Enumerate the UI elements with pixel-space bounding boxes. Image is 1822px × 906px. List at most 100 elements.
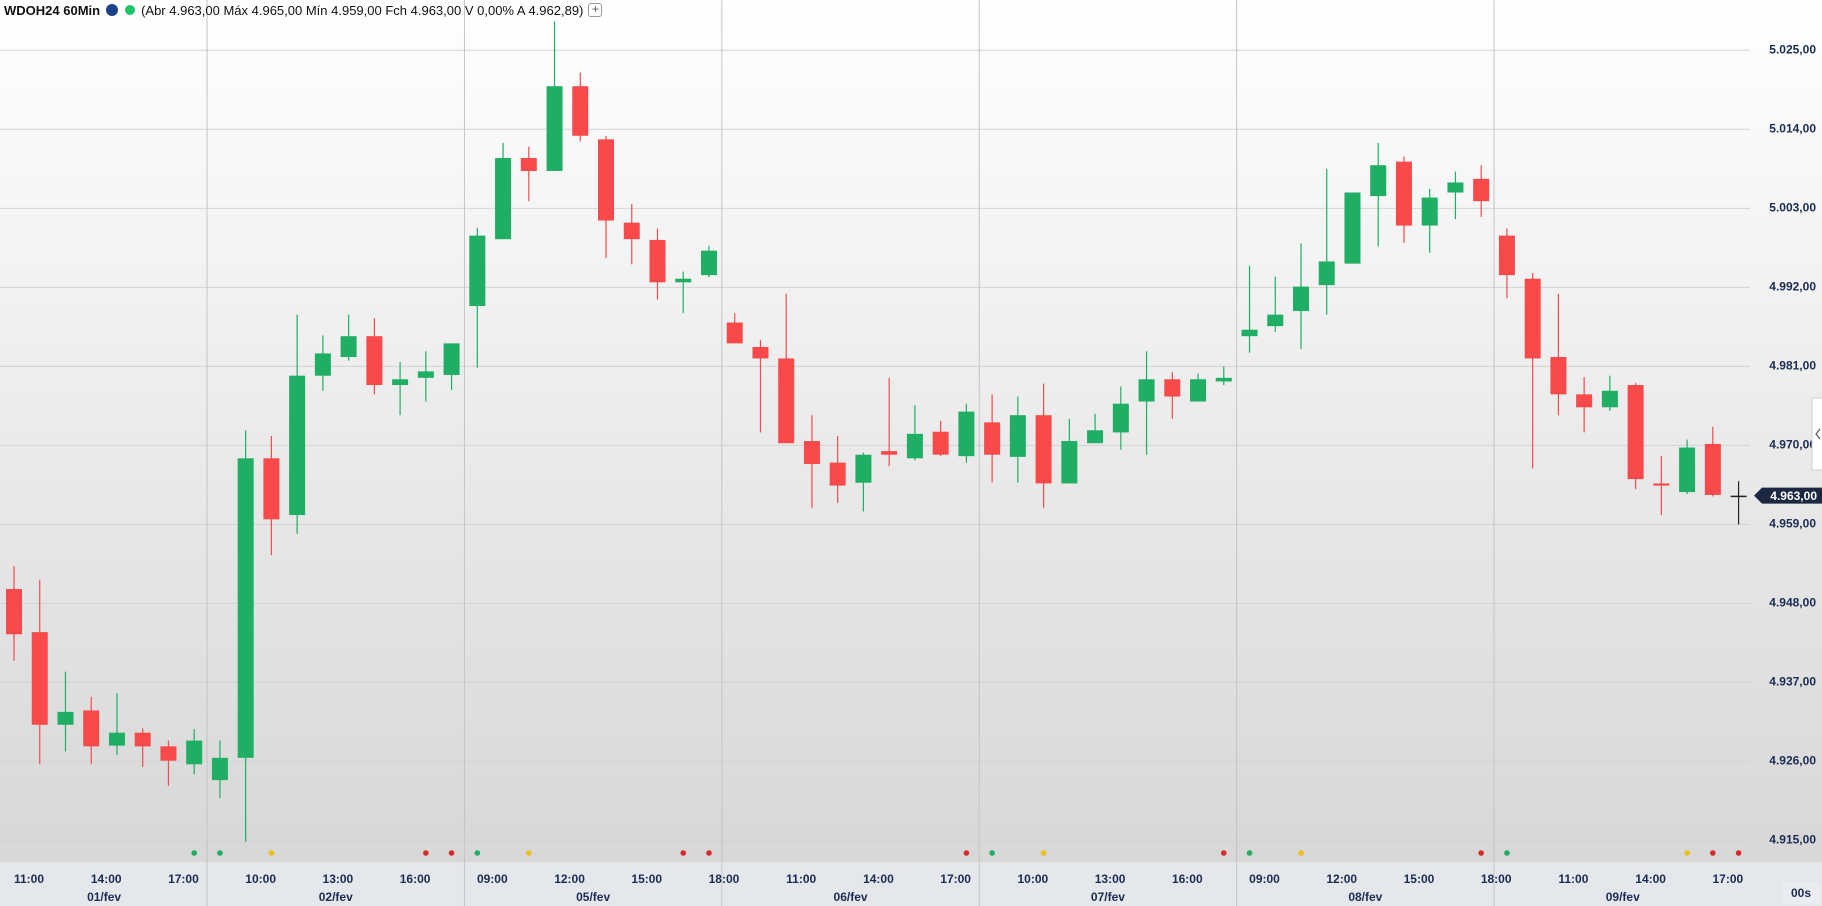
x-tick-label: 17:00 bbox=[940, 872, 971, 886]
y-tick-label: 5.014,00 bbox=[1769, 121, 1816, 135]
x-tick-label: 14:00 bbox=[1635, 872, 1666, 886]
candle-body bbox=[237, 458, 254, 758]
candle-body bbox=[1293, 286, 1309, 312]
y-tick-label: 4.915,00 bbox=[1769, 833, 1816, 847]
candle-body bbox=[1164, 379, 1181, 397]
candle-body bbox=[57, 711, 74, 725]
signal-dot bbox=[1684, 850, 1690, 856]
signal-dot bbox=[474, 850, 481, 856]
x-tick-label: 16:00 bbox=[400, 872, 431, 886]
candle-body bbox=[984, 422, 1001, 455]
candle-body bbox=[83, 710, 100, 747]
x-axis-band bbox=[0, 862, 1822, 906]
signal-dot bbox=[191, 850, 197, 856]
signal-dot bbox=[1298, 850, 1304, 856]
y-tick-label: 5.025,00 bbox=[1769, 42, 1816, 56]
x-tick-label: 17:00 bbox=[1712, 872, 1743, 886]
candle-body bbox=[1215, 377, 1232, 382]
y-tick-label: 4.992,00 bbox=[1769, 280, 1816, 294]
candle-body bbox=[623, 222, 640, 240]
x-tick-label: 12:00 bbox=[1326, 872, 1357, 886]
candle-body bbox=[958, 411, 975, 457]
candle-body bbox=[906, 433, 923, 459]
candle-body bbox=[1112, 403, 1129, 433]
signal-dot bbox=[217, 850, 223, 856]
candle-body bbox=[1524, 278, 1541, 359]
x-tick-label: 13:00 bbox=[1095, 872, 1126, 886]
candle-body bbox=[1267, 314, 1284, 327]
signal-dot bbox=[1478, 850, 1484, 856]
x-tick-label: 12:00 bbox=[554, 872, 585, 886]
candle-body bbox=[263, 458, 280, 520]
candle-body bbox=[1730, 495, 1747, 498]
signal-dot bbox=[423, 850, 429, 856]
x-tick-label: 18:00 bbox=[1481, 872, 1512, 886]
candle-body bbox=[1318, 261, 1335, 286]
x-tick-label: 09:00 bbox=[477, 872, 508, 886]
y-tick-label: 4.926,00 bbox=[1769, 754, 1816, 768]
candle-body bbox=[1653, 483, 1670, 486]
candle-body bbox=[1550, 357, 1567, 395]
day-label: 06/fev bbox=[834, 890, 868, 904]
candle-body bbox=[1061, 441, 1078, 484]
x-tick-label: 15:00 bbox=[1404, 872, 1435, 886]
signal-dot bbox=[963, 850, 970, 856]
x-tick-label: 14:00 bbox=[863, 872, 894, 886]
last-price-label: 4.963,00 bbox=[1770, 489, 1817, 503]
x-tick-label: 18:00 bbox=[709, 872, 740, 886]
ohlc-stats: (Abr 4.963,00 Máx 4.965,00 Mín 4.959,00 … bbox=[141, 2, 584, 18]
candle-body bbox=[1627, 385, 1644, 480]
day-label: 09/fev bbox=[1606, 890, 1640, 904]
candle-body bbox=[1138, 379, 1155, 402]
candle-body bbox=[443, 343, 460, 375]
header: WDOH24 60Min (Abr 4.963,00 Máx 4.965,00 … bbox=[4, 1, 603, 19]
candle-body bbox=[289, 375, 306, 516]
candle-body bbox=[1190, 379, 1207, 402]
day-label: 08/fev bbox=[1348, 890, 1382, 904]
candle-body bbox=[649, 239, 666, 283]
candle-body bbox=[1601, 390, 1618, 408]
candle-body bbox=[675, 278, 692, 283]
y-tick-label: 4.937,00 bbox=[1769, 675, 1816, 689]
candle-body bbox=[211, 757, 228, 781]
candle-body bbox=[31, 632, 48, 725]
x-tick-label: 16:00 bbox=[1172, 872, 1203, 886]
day-label: 05/fev bbox=[576, 890, 610, 904]
candle-body bbox=[366, 336, 383, 386]
signal-dot bbox=[448, 850, 455, 856]
candle-body bbox=[1344, 192, 1361, 264]
candle-body bbox=[598, 139, 615, 221]
add-button[interactable]: + bbox=[588, 3, 603, 17]
candle-body bbox=[1473, 178, 1490, 202]
signal-dot bbox=[268, 850, 275, 856]
candle-body bbox=[546, 86, 563, 171]
x-tick-label: 09:00 bbox=[1249, 872, 1280, 886]
candle-timer: 00s bbox=[1782, 882, 1820, 904]
candle-body bbox=[186, 740, 203, 765]
y-tick-label: 4.948,00 bbox=[1769, 596, 1816, 610]
candle-body bbox=[469, 235, 486, 307]
signal-dot bbox=[1246, 850, 1253, 856]
x-tick-label: 10:00 bbox=[1018, 872, 1049, 886]
candle-body bbox=[855, 454, 872, 483]
signal-dot bbox=[526, 850, 532, 856]
signal-dot bbox=[989, 850, 995, 856]
day-label: 01/fev bbox=[87, 890, 121, 904]
candle-body bbox=[752, 346, 769, 359]
candle-body bbox=[1035, 415, 1052, 484]
signal-dot bbox=[1220, 850, 1227, 856]
day-label: 02/fev bbox=[319, 890, 353, 904]
candle-body bbox=[6, 589, 22, 635]
candle-body bbox=[1447, 182, 1464, 193]
signal-dot bbox=[1735, 850, 1742, 856]
candle-body bbox=[392, 379, 409, 386]
side-panel-tab[interactable] bbox=[1811, 397, 1822, 471]
signal-dot bbox=[706, 850, 712, 856]
signal-dot bbox=[1040, 850, 1047, 856]
candle-body bbox=[160, 746, 177, 761]
candle-body bbox=[829, 462, 846, 486]
exchange-icon bbox=[106, 4, 119, 16]
signal-dot bbox=[1710, 850, 1716, 856]
candle-body bbox=[1087, 430, 1104, 444]
candle-body bbox=[778, 358, 795, 444]
